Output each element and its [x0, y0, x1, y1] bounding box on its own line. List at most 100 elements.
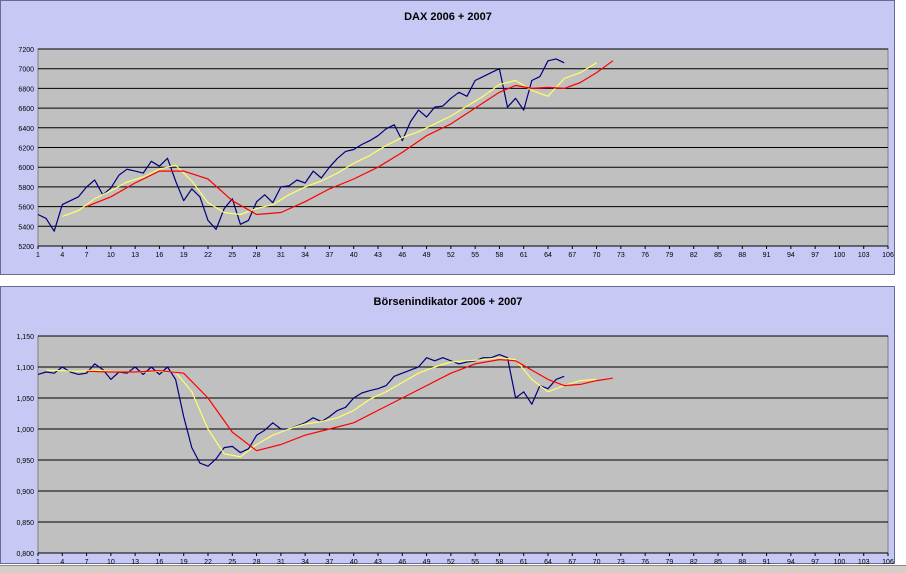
indicator-x-tick-label: 16	[156, 559, 164, 565]
dax-y-tick-label: 6800	[18, 86, 34, 93]
dax-chart-svg: DAX 2006 + 2007 5200 5400 5600 5800 6000 6200 6…	[18, 11, 894, 259]
dax-x-tick-label: 58	[496, 252, 504, 259]
dax-y-tick-label: 5600	[18, 205, 34, 212]
indicator-x-tick-label: 49	[423, 559, 431, 565]
dax-y-tick-label: 6200	[18, 146, 34, 153]
indicator-y-tick-label: 0,900	[16, 489, 34, 496]
indicator-y-tick-label: 1,050	[16, 396, 34, 403]
indicator-x-tick-label: 52	[447, 559, 455, 565]
dax-x-tick-label: 4	[60, 252, 64, 259]
indicator-x-tick-label: 79	[666, 559, 674, 565]
dax-x-tick-label: 67	[568, 252, 576, 259]
indicator-chart-panel[interactable]: Börsenindikator 2006 + 2007 0,800 0,850 0,9…	[0, 286, 895, 565]
dax-x-tick-label: 7	[85, 252, 89, 259]
indicator-x-tick-label: 34	[301, 559, 309, 565]
indicator-x-tick-label: 1	[36, 559, 40, 565]
indicator-x-tick-label: 4	[60, 559, 64, 565]
dax-x-tick-label: 10	[107, 252, 115, 259]
dax-x-tick-label: 13	[131, 252, 139, 259]
indicator-y-tick-label: 1,150	[16, 334, 34, 341]
indicator-x-tick-label: 19	[180, 559, 188, 565]
dax-x-tick-label: 31	[277, 252, 285, 259]
dax-chart-title: DAX 2006 + 2007	[404, 11, 492, 23]
indicator-x-tick-label: 103	[858, 559, 870, 565]
dax-y-tick-label: 6000	[18, 165, 34, 172]
indicator-x-tick-label: 25	[228, 559, 236, 565]
indicator-y-tick-label: 1,100	[16, 365, 34, 372]
indicator-y-tick-label: 0,850	[16, 520, 34, 527]
indicator-x-tick-label: 94	[787, 559, 795, 565]
indicator-x-tick-label: 76	[641, 559, 649, 565]
indicator-x-tick-label: 43	[374, 559, 382, 565]
dax-x-tick-label: 94	[787, 252, 795, 259]
indicator-x-tick-label: 97	[811, 559, 819, 565]
dax-x-tick-label: 16	[156, 252, 164, 259]
dax-x-tick-label: 52	[447, 252, 455, 259]
indicator-x-tick-label: 91	[763, 559, 771, 565]
indicator-chart-svg: Börsenindikator 2006 + 2007 0,800 0,850 0,9…	[16, 296, 894, 565]
indicator-x-tick-label: 85	[714, 559, 722, 565]
dax-x-tick-label: 97	[811, 252, 819, 259]
dax-x-tick-label: 1	[36, 252, 40, 259]
indicator-y-tick-label: 1,000	[16, 427, 34, 434]
dax-x-tick-label: 85	[714, 252, 722, 259]
indicator-x-tick-label: 70	[593, 559, 601, 565]
dax-x-tick-label: 61	[520, 252, 528, 259]
indicator-x-tick-label: 40	[350, 559, 358, 565]
indicator-x-tick-label: 13	[131, 559, 139, 565]
dax-chart-panel[interactable]: DAX 2006 + 2007 5200 5400 5600 5800 6000 6200 6…	[0, 0, 895, 275]
dax-x-tick-label: 76	[641, 252, 649, 259]
indicator-x-tick-label: 67	[568, 559, 576, 565]
indicator-x-tick-label: 64	[544, 559, 552, 565]
indicator-x-tick-label: 22	[204, 559, 212, 565]
indicator-x-tick-label: 61	[520, 559, 528, 565]
dax-x-tick-label: 88	[738, 252, 746, 259]
indicator-x-tick-label: 37	[326, 559, 334, 565]
dax-x-tick-label: 34	[301, 252, 309, 259]
dax-y-tick-label: 5400	[18, 224, 34, 231]
dax-x-tick-label: 49	[423, 252, 431, 259]
dax-x-tick-label: 19	[180, 252, 188, 259]
indicator-x-tick-label: 106	[882, 559, 894, 565]
dax-x-tick-label: 103	[858, 252, 870, 259]
indicator-x-tick-label: 100	[834, 559, 846, 565]
dax-x-tick-label: 55	[471, 252, 479, 259]
indicator-x-tick-label: 46	[398, 559, 406, 565]
dax-x-tick-label: 91	[763, 252, 771, 259]
dax-x-tick-label: 25	[228, 252, 236, 259]
indicator-red-series-line[interactable]	[86, 358, 613, 452]
dax-x-tick-label: 70	[593, 252, 601, 259]
dax-y-tick-label: 6600	[18, 106, 34, 113]
indicator-x-tick-label: 7	[85, 559, 89, 565]
indicator-y-tick-label: 0,800	[16, 551, 34, 558]
dax-x-tick-label: 100	[834, 252, 846, 259]
dax-yellow-series-line[interactable]	[62, 62, 597, 217]
indicator-x-tick-label: 28	[253, 559, 261, 565]
dax-x-tick-label: 40	[350, 252, 358, 259]
dax-y-tick-label: 5200	[18, 244, 34, 251]
sheet-scrollbar-strip[interactable]	[0, 565, 906, 573]
indicator-x-tick-label: 31	[277, 559, 285, 565]
dax-x-tick-label: 106	[882, 252, 894, 259]
dax-blue-series-line[interactable]	[37, 58, 565, 232]
indicator-plot-area[interactable]	[37, 335, 889, 554]
dax-red-series-line[interactable]	[86, 60, 614, 216]
dax-x-tick-label: 22	[204, 252, 212, 259]
dax-x-tick-label: 37	[326, 252, 334, 259]
indicator-chart-title: Börsenindikator 2006 + 2007	[374, 296, 523, 308]
indicator-x-tick-label: 82	[690, 559, 698, 565]
dax-y-tick-label: 7200	[18, 47, 34, 54]
indicator-x-tick-label: 55	[471, 559, 479, 565]
dax-y-tick-label: 7000	[18, 67, 34, 74]
dax-x-tick-label: 46	[398, 252, 406, 259]
dax-x-tick-label: 43	[374, 252, 382, 259]
dax-x-tick-label: 82	[690, 252, 698, 259]
indicator-x-tick-label: 73	[617, 559, 625, 565]
indicator-x-tick-label: 10	[107, 559, 115, 565]
dax-x-tick-label: 79	[666, 252, 674, 259]
dax-x-tick-label: 73	[617, 252, 625, 259]
dax-x-tick-label: 28	[253, 252, 261, 259]
dax-y-tick-label: 5800	[18, 185, 34, 192]
dax-y-tick-label: 6400	[18, 126, 34, 133]
indicator-x-tick-label: 88	[738, 559, 746, 565]
